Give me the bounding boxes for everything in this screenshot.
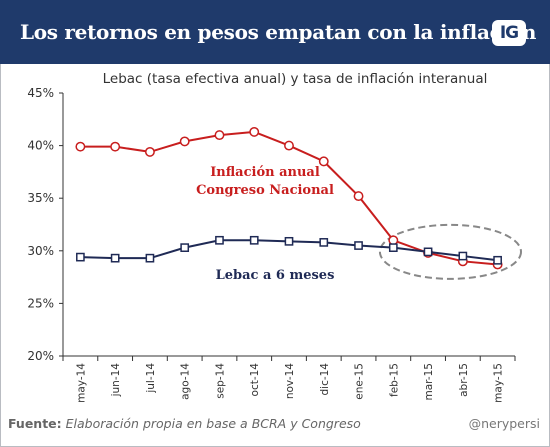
chart-axes <box>59 92 516 361</box>
series-layer <box>75 126 503 270</box>
data-point <box>423 247 433 257</box>
data-point <box>249 235 259 245</box>
data-point <box>388 243 398 252</box>
data-point <box>353 191 364 202</box>
x-tick-label: ene-15 <box>354 363 366 400</box>
x-tick-label: mar-15 <box>423 363 435 400</box>
series-labels: Inflación anual Congreso Nacional Lebac a … <box>196 165 334 283</box>
data-point <box>215 235 224 245</box>
x-tick-label: jul-14 <box>145 363 157 394</box>
data-point <box>318 156 329 167</box>
data-point <box>76 252 85 262</box>
y-tick-label: 30% <box>27 244 54 258</box>
data-point <box>249 126 260 137</box>
x-tick-label: sep-14 <box>214 363 226 399</box>
x-tick-labels: may-14 jun-14 jul-14 ago-14 sep-14 oct-14 nov-… <box>75 363 504 403</box>
data-point <box>180 243 190 252</box>
x-tick-label: may-15 <box>493 363 505 403</box>
y-tick-labels: 45% 40% 35% 30% 25% 20% <box>27 86 54 363</box>
data-point <box>110 141 121 152</box>
source-text: Elaboración propia en base a BCRA y Cong… <box>65 416 361 431</box>
data-point <box>354 241 363 250</box>
x-tick-label: oct-14 <box>249 363 261 397</box>
y-tick-label: 25% <box>27 296 54 310</box>
x-tick-label: feb-15 <box>388 363 400 397</box>
author-handle: @nerypersi <box>468 416 540 431</box>
source-label: Fuente: <box>8 416 62 431</box>
x-tick-label: abr-15 <box>458 363 470 397</box>
data-point <box>388 235 399 246</box>
data-point <box>493 255 502 265</box>
y-tick-label: 20% <box>27 349 54 363</box>
y-tick-label: 45% <box>27 86 54 100</box>
x-tick-label: dic-14 <box>319 363 331 396</box>
header-banner: Los retornos en pesos empatan con la inf… <box>0 0 550 64</box>
ig-logo: IG <box>492 20 526 46</box>
data-point <box>284 140 294 151</box>
data-point <box>179 136 190 147</box>
y-tick-label: 40% <box>27 139 54 153</box>
x-tick-label: jun-14 <box>110 363 122 398</box>
data-point <box>75 141 86 152</box>
data-point <box>458 251 468 261</box>
chart-title: Lebac (tasa efectiva anual) y tasa de in… <box>102 71 488 87</box>
data-point <box>144 146 155 157</box>
x-tick-label: nov-14 <box>284 363 296 399</box>
series-label-inflation: Congreso Nacional <box>196 183 334 198</box>
series-label-lebac: Lebac a 6 meses <box>216 268 335 283</box>
x-tick-label: ago-14 <box>180 363 192 400</box>
highlight-ellipse <box>378 223 523 280</box>
x-tick-label: may-14 <box>75 363 87 403</box>
y-tick-label: 35% <box>27 191 54 205</box>
data-point <box>145 253 155 263</box>
data-point <box>110 253 120 263</box>
page-title: Los retornos en pesos empatan con la inf… <box>20 20 537 44</box>
source-note: Fuente: Elaboración propia en base a BCR… <box>8 416 361 431</box>
data-point <box>319 238 329 247</box>
data-point <box>214 130 225 141</box>
data-point <box>284 236 294 246</box>
series-label-inflation: Inflación anual <box>210 165 320 180</box>
